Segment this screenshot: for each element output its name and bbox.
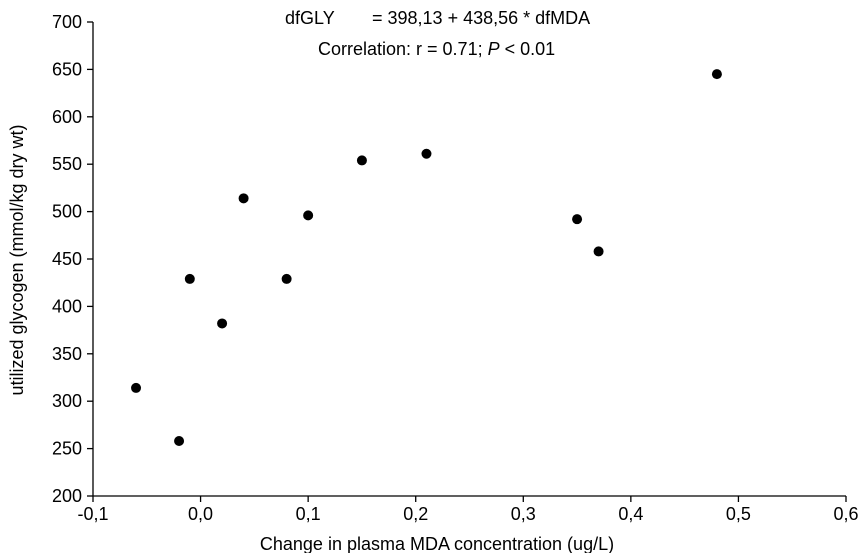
x-tick-label: 0,0: [188, 504, 213, 524]
data-point: [356, 155, 367, 166]
equation-rhs: = 398,13 + 438,56 * dfMDA: [372, 8, 590, 28]
y-tick-label: 550: [52, 154, 82, 174]
data-point: [174, 436, 185, 447]
correlation-prefix: Correlation: r = 0.71;: [318, 39, 483, 59]
y-tick-label: 450: [52, 249, 82, 269]
data-point: [131, 382, 142, 393]
y-tick-label: 500: [52, 202, 82, 222]
y-tick-label: 700: [52, 12, 82, 32]
y-tick-label: 650: [52, 59, 82, 79]
y-axis-ticks: 200 250 300 350 400 450 500 550 600 650 700: [52, 12, 93, 506]
data-point: [184, 273, 195, 284]
x-tick-label: 0,5: [726, 504, 751, 524]
data-point: [217, 318, 228, 329]
x-tick-label: 0,4: [618, 504, 643, 524]
x-axis-ticks: -0,1 0,0 0,1 0,2 0,3 0,4 0,5 0,6: [77, 496, 859, 524]
x-tick-label: -0,1: [77, 504, 108, 524]
p-value-text: < 0.01: [505, 39, 556, 59]
x-tick-label: 0,1: [296, 504, 321, 524]
y-tick-label: 600: [52, 107, 82, 127]
y-axis-label: utilized glycogen (mmol/kg dry wt): [7, 124, 27, 395]
x-tick-label: 0,3: [511, 504, 536, 524]
y-tick-label: 300: [52, 391, 82, 411]
equation-lhs: dfGLY: [285, 8, 335, 28]
p-value-symbol: P: [488, 39, 500, 59]
correlation-annotation: Correlation: r = 0.71; P < 0.01: [318, 39, 555, 59]
x-tick-label: 0,2: [403, 504, 428, 524]
annotation-group: dfGLY = 398,13 + 438,56 * dfMDA Correlat…: [285, 8, 590, 59]
data-points: [131, 69, 722, 447]
y-tick-label: 250: [52, 439, 82, 459]
data-point: [593, 246, 604, 257]
data-point: [303, 210, 314, 221]
x-axis-label: Change in plasma MDA concentration (ug/L…: [260, 534, 614, 553]
y-tick-label: 200: [52, 486, 82, 506]
data-point: [572, 214, 583, 225]
data-point: [281, 273, 292, 284]
y-tick-label: 400: [52, 296, 82, 316]
data-point: [421, 148, 432, 159]
data-point: [238, 193, 249, 204]
y-tick-label: 350: [52, 344, 82, 364]
x-tick-label: 0,6: [833, 504, 858, 524]
data-point: [711, 69, 722, 80]
